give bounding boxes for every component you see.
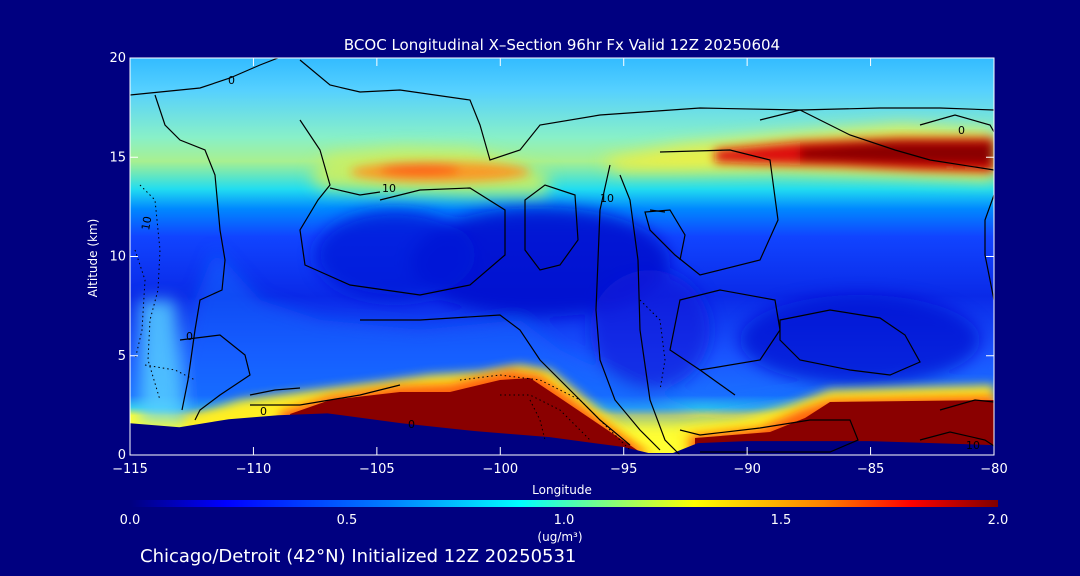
x-tick-label: −95 <box>610 462 637 477</box>
x-axis: −115 −110 −105 −100 −95 −90 −85 −80 <box>112 58 1008 477</box>
x-tick-label: −80 <box>980 462 1007 477</box>
colorbar-tick-label: 1.0 <box>554 513 575 528</box>
y-tick-label: 15 <box>109 150 126 165</box>
chart-title: BCOC Longitudinal X–Section 96hr Fx Vali… <box>344 36 780 54</box>
contour-label: 0 <box>186 330 193 343</box>
colorbar-tick-label: 2.0 <box>988 513 1009 528</box>
contour-label: 0 <box>260 405 267 418</box>
colorbar-tick-label: 0.0 <box>120 513 141 528</box>
y-tick-label: 5 <box>118 349 126 364</box>
x-tick-label: −110 <box>236 462 272 477</box>
x-tick-label: −100 <box>482 462 518 477</box>
colorbar <box>130 500 998 507</box>
contour-lines <box>130 58 994 455</box>
colorbar-tick-label: 1.5 <box>771 513 792 528</box>
x-tick-label: −115 <box>112 462 148 477</box>
x-axis-label: Longitude <box>532 483 592 497</box>
colorbar-tick-label: 0.5 <box>337 513 358 528</box>
contour-label: 10 <box>600 192 614 205</box>
colorbar-unit-label: (ug/m³) <box>537 530 582 544</box>
y-tick-label: 20 <box>109 51 126 66</box>
concentration-field: 0 10 10 0 10 0 0 10 0 <box>130 58 994 455</box>
y-axis: 0 5 10 15 20 <box>109 51 994 463</box>
contour-label: 0 <box>228 74 235 87</box>
y-tick-label: 10 <box>109 250 126 265</box>
contour-label: 10 <box>966 439 980 452</box>
x-tick-label: −90 <box>733 462 760 477</box>
contour-label: 0 <box>408 418 415 431</box>
contour-label: 0 <box>958 124 965 137</box>
contour-label-group: 0 10 10 0 10 0 0 10 0 <box>139 74 980 452</box>
contour-label: 10 <box>382 182 396 195</box>
colorbar-ticks: 0.0 0.5 1.0 1.5 2.0 <box>120 513 1009 528</box>
x-tick-label: −85 <box>857 462 884 477</box>
caption: Chicago/Detroit (42°N) Initialized 12Z 2… <box>140 546 576 567</box>
y-axis-label: Altitude (km) <box>86 219 100 298</box>
x-tick-label: −105 <box>359 462 395 477</box>
y-tick-label: 0 <box>118 448 126 463</box>
contour-label: 10 <box>139 215 154 231</box>
terrain-mask <box>130 413 994 455</box>
